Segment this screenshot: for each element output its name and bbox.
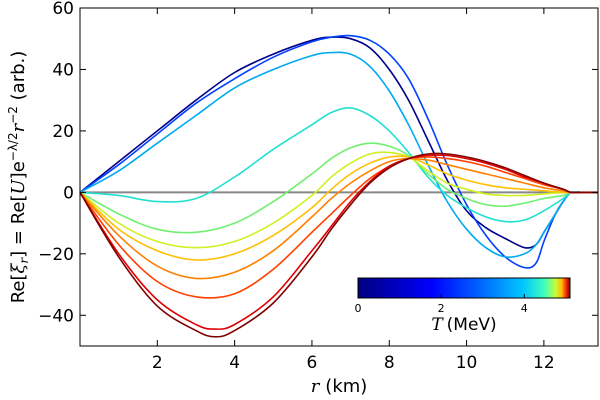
x-axis-title: r (km) bbox=[311, 376, 368, 397]
series-line-11 bbox=[79, 152, 598, 338]
x-tick-label: 2 bbox=[152, 353, 163, 373]
plot-frame bbox=[79, 7, 599, 347]
colorbar-tick-label: 4 bbox=[521, 302, 528, 315]
y-tick-label: −40 bbox=[38, 306, 74, 326]
colorbar-gradient bbox=[357, 277, 571, 299]
x-tick-label: 6 bbox=[307, 353, 318, 373]
x-tick-label: 4 bbox=[229, 353, 240, 373]
y-tick-label: 40 bbox=[52, 60, 74, 80]
colorbar-ticks: 0 2 4 bbox=[355, 294, 528, 315]
y-tick-label: −20 bbox=[38, 245, 74, 265]
series-line-4 bbox=[79, 107, 598, 223]
x-tick-label: 10 bbox=[456, 353, 478, 373]
y-axis-title: Re[ξr] = Re[U]e−λ/2r−2 (arb.) bbox=[6, 51, 31, 304]
colorbar-tick-label: 2 bbox=[438, 302, 445, 315]
y-tick-label: 0 bbox=[63, 183, 74, 203]
series-line-7 bbox=[79, 155, 598, 261]
series-layer bbox=[79, 34, 598, 338]
x-tick-label: 8 bbox=[384, 353, 395, 373]
colorbar-title: T (MeV) bbox=[431, 315, 496, 335]
x-axis-ticks: 2 4 6 8 10 12 bbox=[152, 8, 555, 373]
colorbar-tick-label: 0 bbox=[355, 302, 362, 315]
x-tick-label: 12 bbox=[533, 353, 555, 373]
y-tick-label: 60 bbox=[52, 0, 74, 19]
series-line-5 bbox=[79, 142, 598, 234]
colorbar: 0 2 4 T (MeV) bbox=[355, 277, 571, 335]
y-tick-label: 20 bbox=[52, 122, 74, 142]
